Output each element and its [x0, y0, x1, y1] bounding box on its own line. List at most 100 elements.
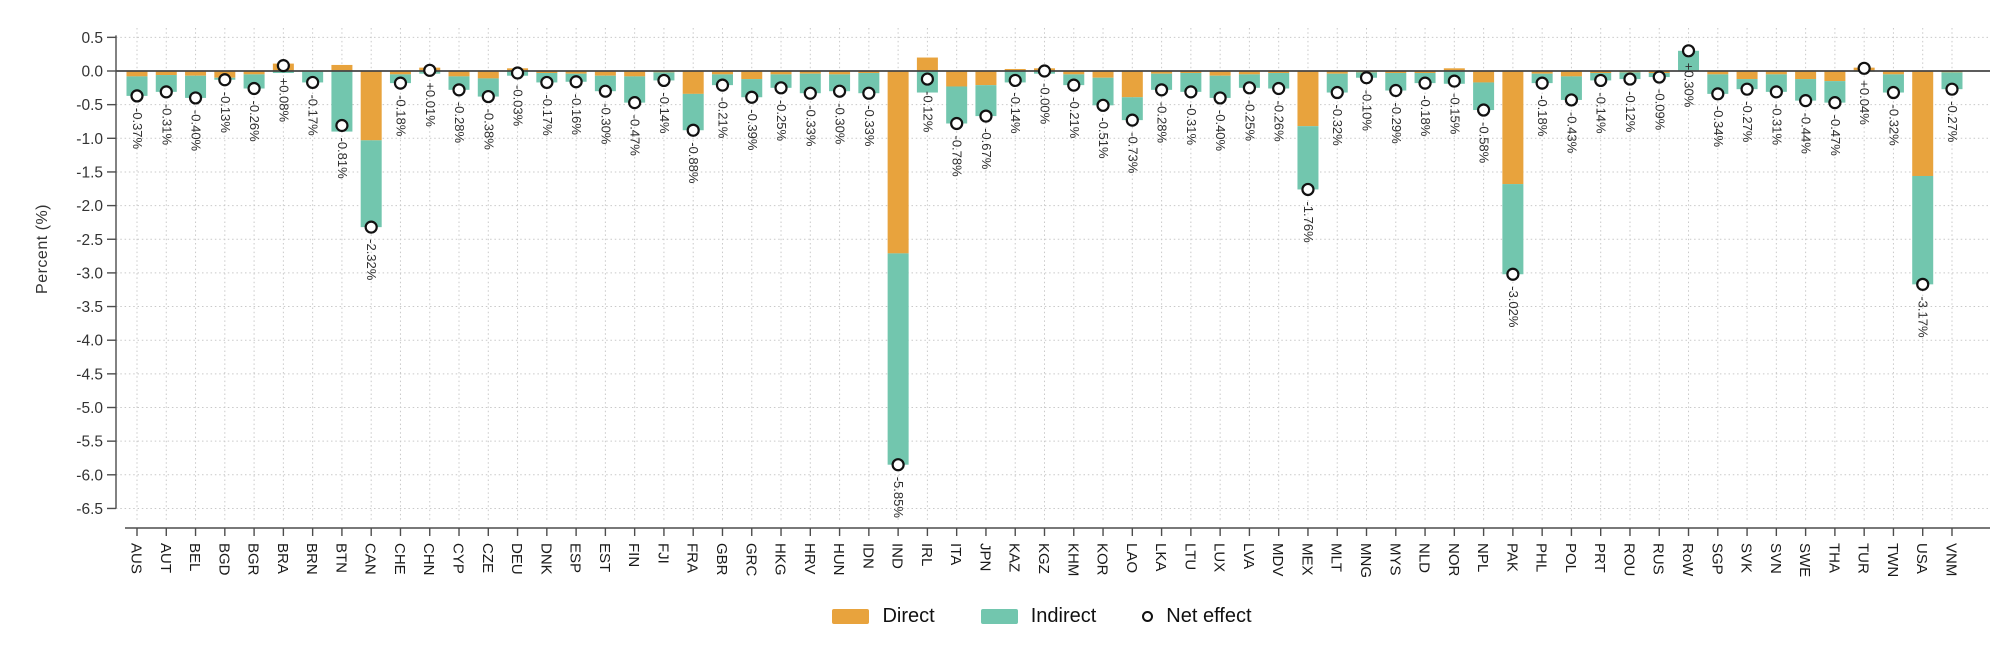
- net-marker-MEX: [1301, 182, 1315, 197]
- net-label-KGZ: -0.00%: [1037, 83, 1052, 125]
- net-label-NLD: -0.18%: [1418, 95, 1433, 137]
- x-axis: AUS AUT BEL BGD BGR BRA BRN BTN CAN CHE CHN CYP CZE D…: [125, 527, 1990, 578]
- bar-direct-NOR: [1443, 68, 1465, 71]
- net-label-HUN: -0.30%: [833, 103, 848, 145]
- x-tick-label-IDN: IDN: [859, 543, 876, 569]
- net-label-MNG: -0.10%: [1360, 90, 1375, 132]
- bar-indirect-AUS: [126, 76, 148, 96]
- net-marker-PRT: [1594, 73, 1608, 88]
- net-label-TWN: -0.32%: [1886, 105, 1901, 147]
- bar-indirect-MLT: [1326, 73, 1348, 93]
- x-tick-label-USA: USA: [1913, 543, 1930, 574]
- y-tick-label: -1.5: [76, 164, 103, 181]
- legend-item-indirect: Indirect: [980, 605, 1096, 628]
- net-label-DEU: -0.03%: [511, 85, 526, 127]
- net-marker-SVN: [1769, 85, 1783, 99]
- net-label-THA: -0.47%: [1828, 115, 1843, 157]
- net-label-BGD: -0.13%: [218, 92, 233, 134]
- legend-item-net-effect: Net effect: [1142, 605, 1252, 628]
- bar-direct-BEL: [185, 71, 207, 76]
- bar-direct-KOR: [1092, 71, 1114, 78]
- net-marker-NLD: [1418, 76, 1432, 90]
- x-tick-label-BRA: BRA: [274, 543, 291, 574]
- bar-indirect-CAN: [360, 140, 382, 228]
- x-tick-label-RoW: RoW: [1679, 543, 1696, 577]
- net-marker-ITA: [950, 116, 964, 131]
- bar-direct-MLT: [1326, 71, 1348, 74]
- indirect-swatch-icon: [980, 608, 1018, 624]
- x-tick-label-HRV: HRV: [801, 543, 818, 574]
- bar-direct-IND: [887, 71, 909, 254]
- net-marker-FRA: [686, 123, 700, 137]
- bar-indirect-USA: [1912, 175, 1934, 285]
- y-axis: 0.5 0.0 -0.5 -1.0 -1.5 -2.0 -2.5 -3.0 -3.5 -4.0 -4…: [76, 30, 117, 518]
- net-label-DNK: -0.17%: [540, 94, 555, 136]
- x-tick-label-IRL: IRL: [918, 543, 935, 566]
- x-tick-label-LUX: LUX: [1211, 543, 1228, 572]
- bar-direct-HUN: [829, 71, 851, 75]
- net-label-SVK: -0.27%: [1740, 101, 1755, 143]
- x-tick-label-VNM: VNM: [1942, 543, 1959, 576]
- x-tick-label-MNG: MNG: [1357, 543, 1374, 578]
- net-label-BTN: -0.81%: [335, 138, 350, 180]
- net-label-CYP: -0.28%: [452, 102, 467, 144]
- x-tick-label-ITA: ITA: [947, 543, 964, 565]
- net-marker-AUS: [130, 89, 144, 103]
- bar-direct-SVN: [1765, 71, 1787, 75]
- net-marker-LVA: [1242, 81, 1257, 95]
- net-marker-MLT: [1330, 85, 1344, 100]
- net-label-ROU: -0.12%: [1623, 91, 1638, 133]
- net-label-SWE: -0.44%: [1799, 113, 1814, 155]
- bar-indirect-LKA: [1151, 73, 1173, 90]
- net-marker-HKG: [774, 81, 788, 95]
- bar-indirect-NPL: [1473, 82, 1495, 111]
- net-label-PRT: -0.14%: [1594, 92, 1609, 134]
- x-tick-label-BRN: BRN: [303, 543, 320, 575]
- net-marker-HRV: [803, 86, 817, 100]
- bar-indirect-VNM: [1941, 72, 1963, 90]
- x-tick-label-NOR: NOR: [1445, 543, 1462, 577]
- bar-indirect-TWN: [1882, 74, 1904, 93]
- y-tick-label: -4.0: [76, 333, 103, 350]
- bar-direct-GRC: [741, 71, 763, 80]
- bar-direct-KAZ: [1004, 68, 1026, 71]
- bar-indirect-RoW: [1678, 50, 1700, 71]
- x-tick-label-IND: IND: [889, 543, 906, 569]
- x-tick-label-PAK: PAK: [1503, 543, 1520, 572]
- x-tick-label-LTU: LTU: [1181, 543, 1198, 570]
- y-tick-label: 0.5: [81, 30, 103, 47]
- net-marker-LTU: [1184, 85, 1198, 99]
- net-marker-MNG: [1359, 71, 1374, 85]
- y-tick-label: 0.0: [81, 64, 103, 81]
- x-tick-label-LVA: LVA: [1240, 543, 1257, 569]
- net-label-IRL: -0.12%: [920, 91, 935, 133]
- net-marker-KGZ: [1037, 64, 1052, 78]
- bar-direct-ESP: [565, 71, 587, 74]
- net-label-BRN: -0.17%: [306, 94, 321, 136]
- net-label-NPL: -0.58%: [1477, 122, 1492, 164]
- net-effect-markers: -0.37% -0.31% -0.40% -0.13% -0.26% +0.08% -0.1…: [130, 44, 1960, 518]
- net-label-FRA: -0.88%: [686, 142, 701, 184]
- net-label-LVA: -0.25%: [1242, 100, 1257, 142]
- net-label-POL: -0.43%: [1564, 112, 1579, 154]
- x-tick-label-DNK: DNK: [537, 543, 554, 575]
- x-tick-label-TWN: TWN: [1884, 543, 1901, 577]
- net-label-SGP: -0.34%: [1711, 106, 1726, 148]
- x-tick-label-CYP: CYP: [450, 543, 467, 574]
- bar-indirect-IDN: [858, 73, 880, 94]
- net-marker-TUR: [1857, 61, 1871, 75]
- net-label-RoW: +0.30%: [1682, 63, 1697, 108]
- net-marker-BRN: [306, 75, 320, 90]
- x-tick-label-CHE: CHE: [391, 543, 408, 575]
- net-marker-ESP: [569, 75, 583, 89]
- net-marker-RoW: [1681, 44, 1696, 58]
- y-tick-label: -2.0: [76, 198, 103, 215]
- bar-direct-PHL: [1531, 71, 1553, 74]
- net-marker-LKA: [1154, 83, 1169, 97]
- x-tick-label-BGR: BGR: [245, 543, 262, 576]
- bar-indirect-PAK: [1502, 184, 1524, 275]
- net-marker-CYP: [452, 83, 466, 97]
- net-label-MDV: -0.26%: [1272, 100, 1287, 142]
- net-label-LKA: -0.28%: [1155, 102, 1170, 144]
